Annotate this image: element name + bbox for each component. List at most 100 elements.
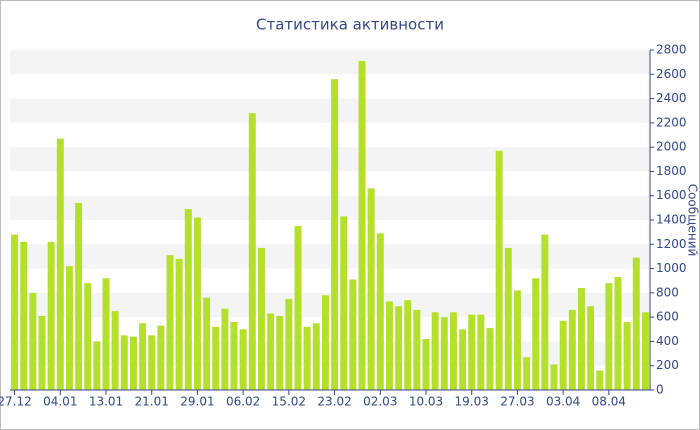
x-tick-label: 23.02 <box>317 395 351 409</box>
grid-band <box>10 147 650 172</box>
bar <box>303 326 311 390</box>
bar <box>47 241 55 390</box>
bar <box>641 312 649 390</box>
bar <box>376 233 384 390</box>
x-tick-label: 29.01 <box>180 395 214 409</box>
bar <box>358 60 366 391</box>
bar <box>477 314 485 390</box>
y-tick-label: 1600 <box>656 188 687 202</box>
x-tick-label: 08.04 <box>592 395 626 409</box>
bar <box>468 314 476 390</box>
bar <box>184 209 192 390</box>
bar <box>523 357 531 390</box>
bar <box>11 234 19 390</box>
bar <box>56 138 64 390</box>
x-tick-label: 27.03 <box>500 395 534 409</box>
bar <box>577 288 585 390</box>
bar <box>331 79 339 391</box>
bar <box>38 315 46 390</box>
y-tick-label: 1000 <box>656 261 687 275</box>
bar <box>559 320 567 390</box>
y-tick-label: 1800 <box>656 164 687 178</box>
bar <box>340 216 348 390</box>
y-tick-label: 400 <box>656 334 679 348</box>
bar <box>175 258 183 390</box>
bar <box>495 150 503 390</box>
bar <box>111 311 119 390</box>
y-tick-label: 800 <box>656 285 679 299</box>
x-tick-label: 06.02 <box>226 395 260 409</box>
bar <box>166 255 174 390</box>
bar <box>440 317 448 390</box>
y-tick-label: 2000 <box>656 140 687 154</box>
grid-band <box>10 98 650 123</box>
bar <box>20 241 28 390</box>
bar <box>367 188 375 390</box>
bar <box>221 308 229 390</box>
bar <box>568 309 576 390</box>
bar <box>486 328 494 390</box>
bar <box>65 266 73 390</box>
bar <box>550 364 558 390</box>
bar <box>212 326 220 390</box>
x-tick-label: 27.12 <box>0 395 32 409</box>
bar <box>248 113 256 391</box>
bar <box>431 312 439 390</box>
bar <box>29 292 37 390</box>
y-tick-label: 2800 <box>656 43 687 57</box>
bar <box>596 370 604 390</box>
bar <box>120 335 128 390</box>
y-tick-label: 1200 <box>656 237 687 251</box>
y-tick-label: 2600 <box>656 67 687 81</box>
bar <box>449 312 457 390</box>
bar <box>294 226 302 390</box>
x-tick-label: 13.01 <box>89 395 123 409</box>
bar <box>75 203 83 390</box>
bar <box>459 329 467 390</box>
bar <box>285 298 293 390</box>
chart-title: Статистика активности <box>256 16 444 34</box>
bar <box>84 283 92 390</box>
grid-band <box>10 244 650 269</box>
grid-band <box>10 50 650 75</box>
bar <box>413 309 421 390</box>
bar <box>349 279 357 390</box>
bar <box>321 295 329 390</box>
x-tick-label: 03.04 <box>546 395 580 409</box>
bar <box>193 217 201 390</box>
x-tick-label: 10.03 <box>409 395 443 409</box>
bar <box>157 325 165 390</box>
bar <box>404 300 412 390</box>
bar <box>532 278 540 390</box>
y-tick-label: 200 <box>656 358 679 372</box>
bar <box>623 322 631 390</box>
bar <box>605 283 613 390</box>
bar <box>139 323 147 390</box>
x-tick-label: 19.03 <box>455 395 489 409</box>
bar <box>541 234 549 390</box>
bar <box>267 313 275 390</box>
y-tick-label: 0 <box>656 383 664 397</box>
bar <box>276 315 284 390</box>
y-tick-label: 2200 <box>656 115 687 129</box>
bar <box>614 277 622 390</box>
x-tick-label: 02.03 <box>363 395 397 409</box>
bar <box>513 290 521 390</box>
y-tick-label: 600 <box>656 310 679 324</box>
bar <box>129 336 137 390</box>
bar <box>632 257 640 390</box>
bar <box>102 278 110 390</box>
bar <box>93 341 101 390</box>
grid-band <box>10 195 650 220</box>
bar <box>395 306 403 390</box>
bar <box>230 322 238 390</box>
bar <box>385 301 393 390</box>
bar <box>422 339 430 390</box>
x-tick-label: 15.02 <box>272 395 306 409</box>
y-tick-label: 1400 <box>656 213 687 227</box>
bar <box>587 306 595 390</box>
bar <box>504 247 512 390</box>
x-tick-label: 04.01 <box>43 395 77 409</box>
